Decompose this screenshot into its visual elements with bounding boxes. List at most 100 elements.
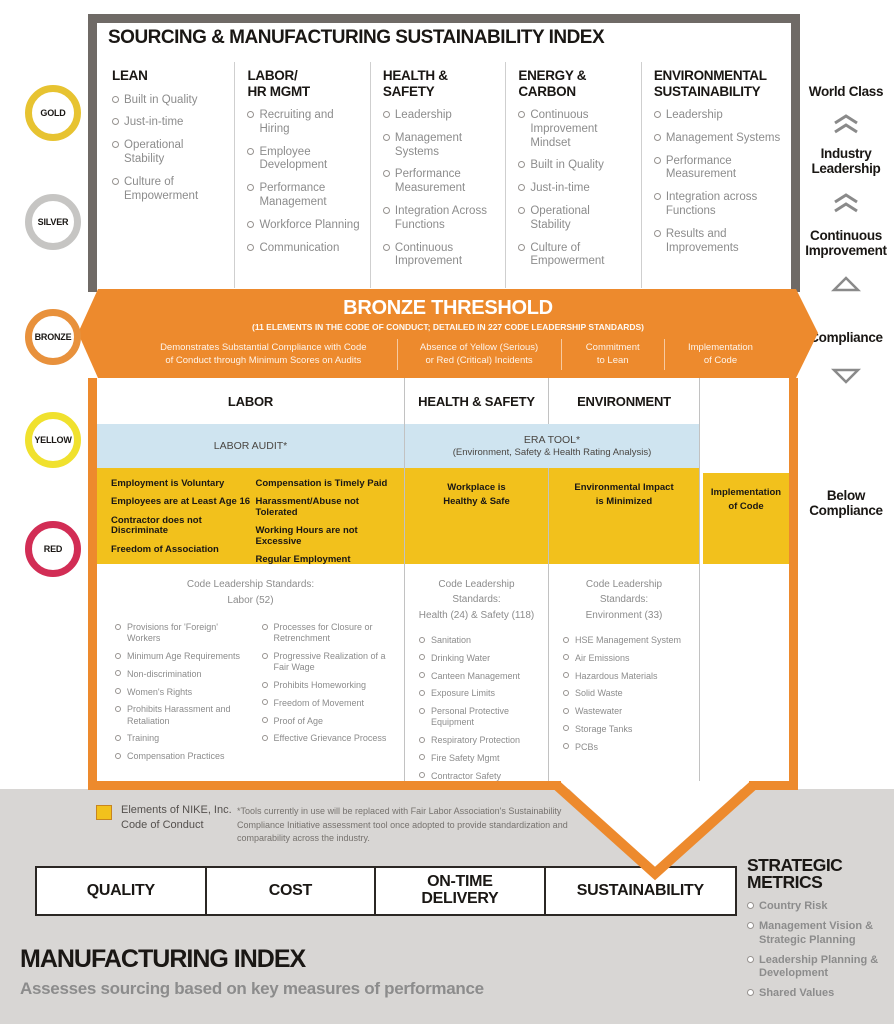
box-bottom-border-right [749,781,798,790]
bullet-icon [419,707,425,714]
pillar-item: Culture of Empowerment [112,176,226,204]
manufacturing-index-subtitle: Assesses sourcing based on key measures … [20,979,484,998]
pillar-column-health-safety: HEALTH & SAFETY Leadership Management Sys… [371,62,507,288]
medal-label: GOLD [40,108,66,118]
pillar-title: ENVIRONMENTAL SUSTAINABILITY [653,68,767,99]
health-standards-lists: Sanitation Drinking Water Canteen Manageme… [405,621,548,788]
yellow-swatch-icon [96,805,112,820]
pillar-title: HEALTH & SAFETY [382,68,448,99]
bullet-icon [382,111,390,119]
bullet-icon [518,111,526,119]
pillar-item-label: Operational Stability [124,139,184,165]
pillar-item: Culture of Empowerment [518,242,632,270]
bullet-icon [563,689,569,696]
bullet-icon [563,654,569,661]
box-bottom-border-left [88,781,561,790]
bullet-icon [115,734,121,741]
standard-item: Drinking Water [419,653,544,664]
bullet-icon [419,772,425,778]
bullet-icon [419,672,425,678]
standard-item: Canteen Management [419,671,544,682]
pillar-item-list: Continuous Improvement Mindset Built in Q… [518,109,632,269]
triangle-down-icon [831,368,861,384]
standard-item-label: Solid Waste [575,688,623,699]
standard-item-label: Wastewater [575,706,623,716]
medal-bronze: BRONZE [25,309,81,365]
chevrons-up-icon [834,193,858,213]
bullet-icon [115,688,121,694]
implementation-code-element: Implementation of Code [700,468,789,564]
medal-label: SILVER [37,217,69,227]
audit-spacer [700,424,789,468]
header-labor: LABOR [97,378,405,424]
code-element: Employment is Voluntary [111,478,225,489]
pillar-item-label: Built in Quality [124,93,198,106]
pillar-title: ENERGY & CARBON [518,68,587,99]
strategic-metric-item: Shared Values [747,987,894,1000]
bullet-icon [115,752,121,759]
tools-footnote: *Tools currently in use will be replaced… [237,806,568,843]
pillar-item: Operational Stability [518,205,632,233]
pillar-item-label: Workforce Planning [259,218,360,231]
bullet-icon [563,725,569,732]
chevrons-up-icon [798,113,894,136]
standard-item-label: Non-discrimination [127,668,202,679]
standard-item-label: Prohibits Homeworking [273,680,367,690]
code-element: Regular Employment [255,554,351,566]
bullet-icon [261,699,268,706]
standard-item: Personal Protective Equipment [419,706,544,729]
labor-code-element-columns: Employment is Voluntary Employees are at … [97,468,404,574]
strategic-metric-label: Shared Values [759,987,835,1000]
bullet-icon [382,243,390,251]
standard-item: Prohibits Homeworking [261,680,399,691]
standard-item-label: Air Emissions [575,652,630,663]
standard-item-label: Canteen Management [431,670,521,681]
bullet-icon [115,705,121,712]
pillar-item: Employee Development [247,146,361,174]
pillar-item-label: Recruiting and Hiring [259,109,334,135]
standard-item-label: Respiratory Protection [431,735,521,745]
labor-audit-cell: LABOR AUDIT* [97,424,405,468]
strategic-metric-item: Management Vision & Strategic Planning [747,920,894,946]
pillar-title: LEAN [112,68,148,83]
health-code-element: Workplace is Healthy & Safe [405,468,549,564]
bullet-icon [563,636,569,643]
pillar-title: LABOR/ HR MGMT [247,68,310,99]
pillar-item: Leadership [382,109,497,123]
pillar-item-label: Operational Stability [530,205,590,231]
standard-item-label: Contractor Safety [431,770,502,781]
standard-item-label: Hazardous Materials [575,670,658,681]
bullet-icon [653,111,661,119]
standard-item-label: Minimum Age Requirements [127,651,241,661]
medal-silver: SILVER [25,194,81,250]
standard-item-label: Effective Grievance Process [273,733,387,744]
code-element: Working Hours are not Excessive [255,525,358,547]
bronze-criterion: Absence of Yellow (Serious) or Red (Crit… [396,339,561,370]
standard-item-label: Drinking Water [431,652,491,663]
labor-code-elements-col2: Compensation is Timely Paid Harassment/Ab… [255,478,401,574]
code-element: Compensation is Timely Paid [255,478,388,489]
environment-code-element: Environmental Impact is Minimized [549,468,700,564]
pillar-item-label: Management Systems [665,131,781,144]
standard-item-label: Fire Safety Mgmt [431,752,500,763]
bullet-icon [653,229,661,237]
bullet-icon [518,243,526,251]
header-health-safety: HEALTH & SAFETY [405,378,549,424]
environment-standards-cell: Code Leadership Standards: Environment (… [549,564,700,781]
bronze-criterion: Implementation of Code [663,339,776,370]
ladder-world-class: World Class [808,84,884,99]
table-header-row: LABOR HEALTH & SAFETY ENVIRONMENT [97,378,789,424]
triangle-up-icon [798,274,894,294]
manufacturing-index-title: MANUFACTURING INDEX [20,945,306,973]
pillar-item: Recruiting and Hiring [247,109,361,137]
pillar-item: Performance Management [247,182,361,210]
standard-item: Freedom of Movement [261,698,399,709]
standard-item: Non-discrimination [115,669,252,680]
pillar-item: Built in Quality [112,94,226,108]
metric-box: COST [207,868,377,914]
standard-item: PCBs [563,742,695,753]
bullet-icon [261,734,268,741]
standard-item: Wastewater [563,706,695,717]
bronze-threshold-subtitle: (11 ELEMENTS IN THE CODE OF CONDUCT; DET… [252,322,644,332]
triangle-up-icon [831,276,861,292]
